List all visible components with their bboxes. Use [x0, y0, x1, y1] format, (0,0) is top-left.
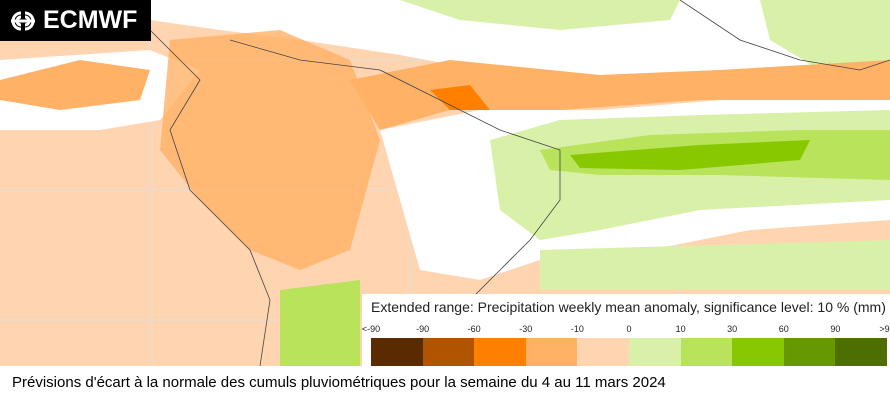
green-north: [400, 0, 680, 30]
legend-swatch: [577, 338, 630, 366]
legend-swatch: [732, 338, 785, 366]
legend-swatch: [371, 338, 423, 366]
legend-swatch: [474, 338, 527, 366]
legend-tick: <-90: [361, 324, 381, 334]
logo-text: ECMWF: [43, 6, 138, 34]
dry-band-atlantic: [350, 60, 890, 130]
wet-south: [280, 280, 360, 366]
legend: Extended range: Precipitation weekly mea…: [362, 294, 890, 366]
green-northeast: [760, 0, 890, 70]
legend-title: Extended range: Precipitation weekly mea…: [371, 299, 886, 315]
wet-max: [570, 140, 810, 170]
ecmwf-logo: ECMWF: [0, 0, 151, 41]
legend-tick: 10: [675, 324, 686, 334]
legend-tick: 30: [727, 324, 738, 334]
wet-south-atlantic: [540, 240, 890, 290]
legend-tick: -10: [570, 324, 584, 334]
legend-tick: 90: [830, 324, 841, 334]
legend-tick: 0: [626, 324, 632, 334]
legend-swatch: [783, 338, 836, 366]
caption: Prévisions d'écart à la normale des cumu…: [12, 374, 666, 391]
legend-tick: -90: [416, 324, 430, 334]
strong-dry-guyana: [430, 85, 490, 110]
legend-tick: -60: [467, 324, 481, 334]
ecmwf-logo-icon: [11, 11, 35, 30]
precipitation-anomaly-map: [0, 0, 890, 366]
legend-swatch: [835, 338, 888, 366]
dry-band-west: [0, 60, 150, 110]
legend-swatch: [422, 338, 475, 366]
legend-tick: 60: [778, 324, 789, 334]
legend-swatch: [629, 338, 681, 366]
legend-tick: -30: [519, 324, 533, 334]
dry-andes: [160, 30, 380, 270]
legend-swatch: [525, 338, 578, 366]
legend-tick: >90: [879, 324, 890, 334]
neutral-north: [150, 0, 890, 75]
legend-swatch: [680, 338, 733, 366]
